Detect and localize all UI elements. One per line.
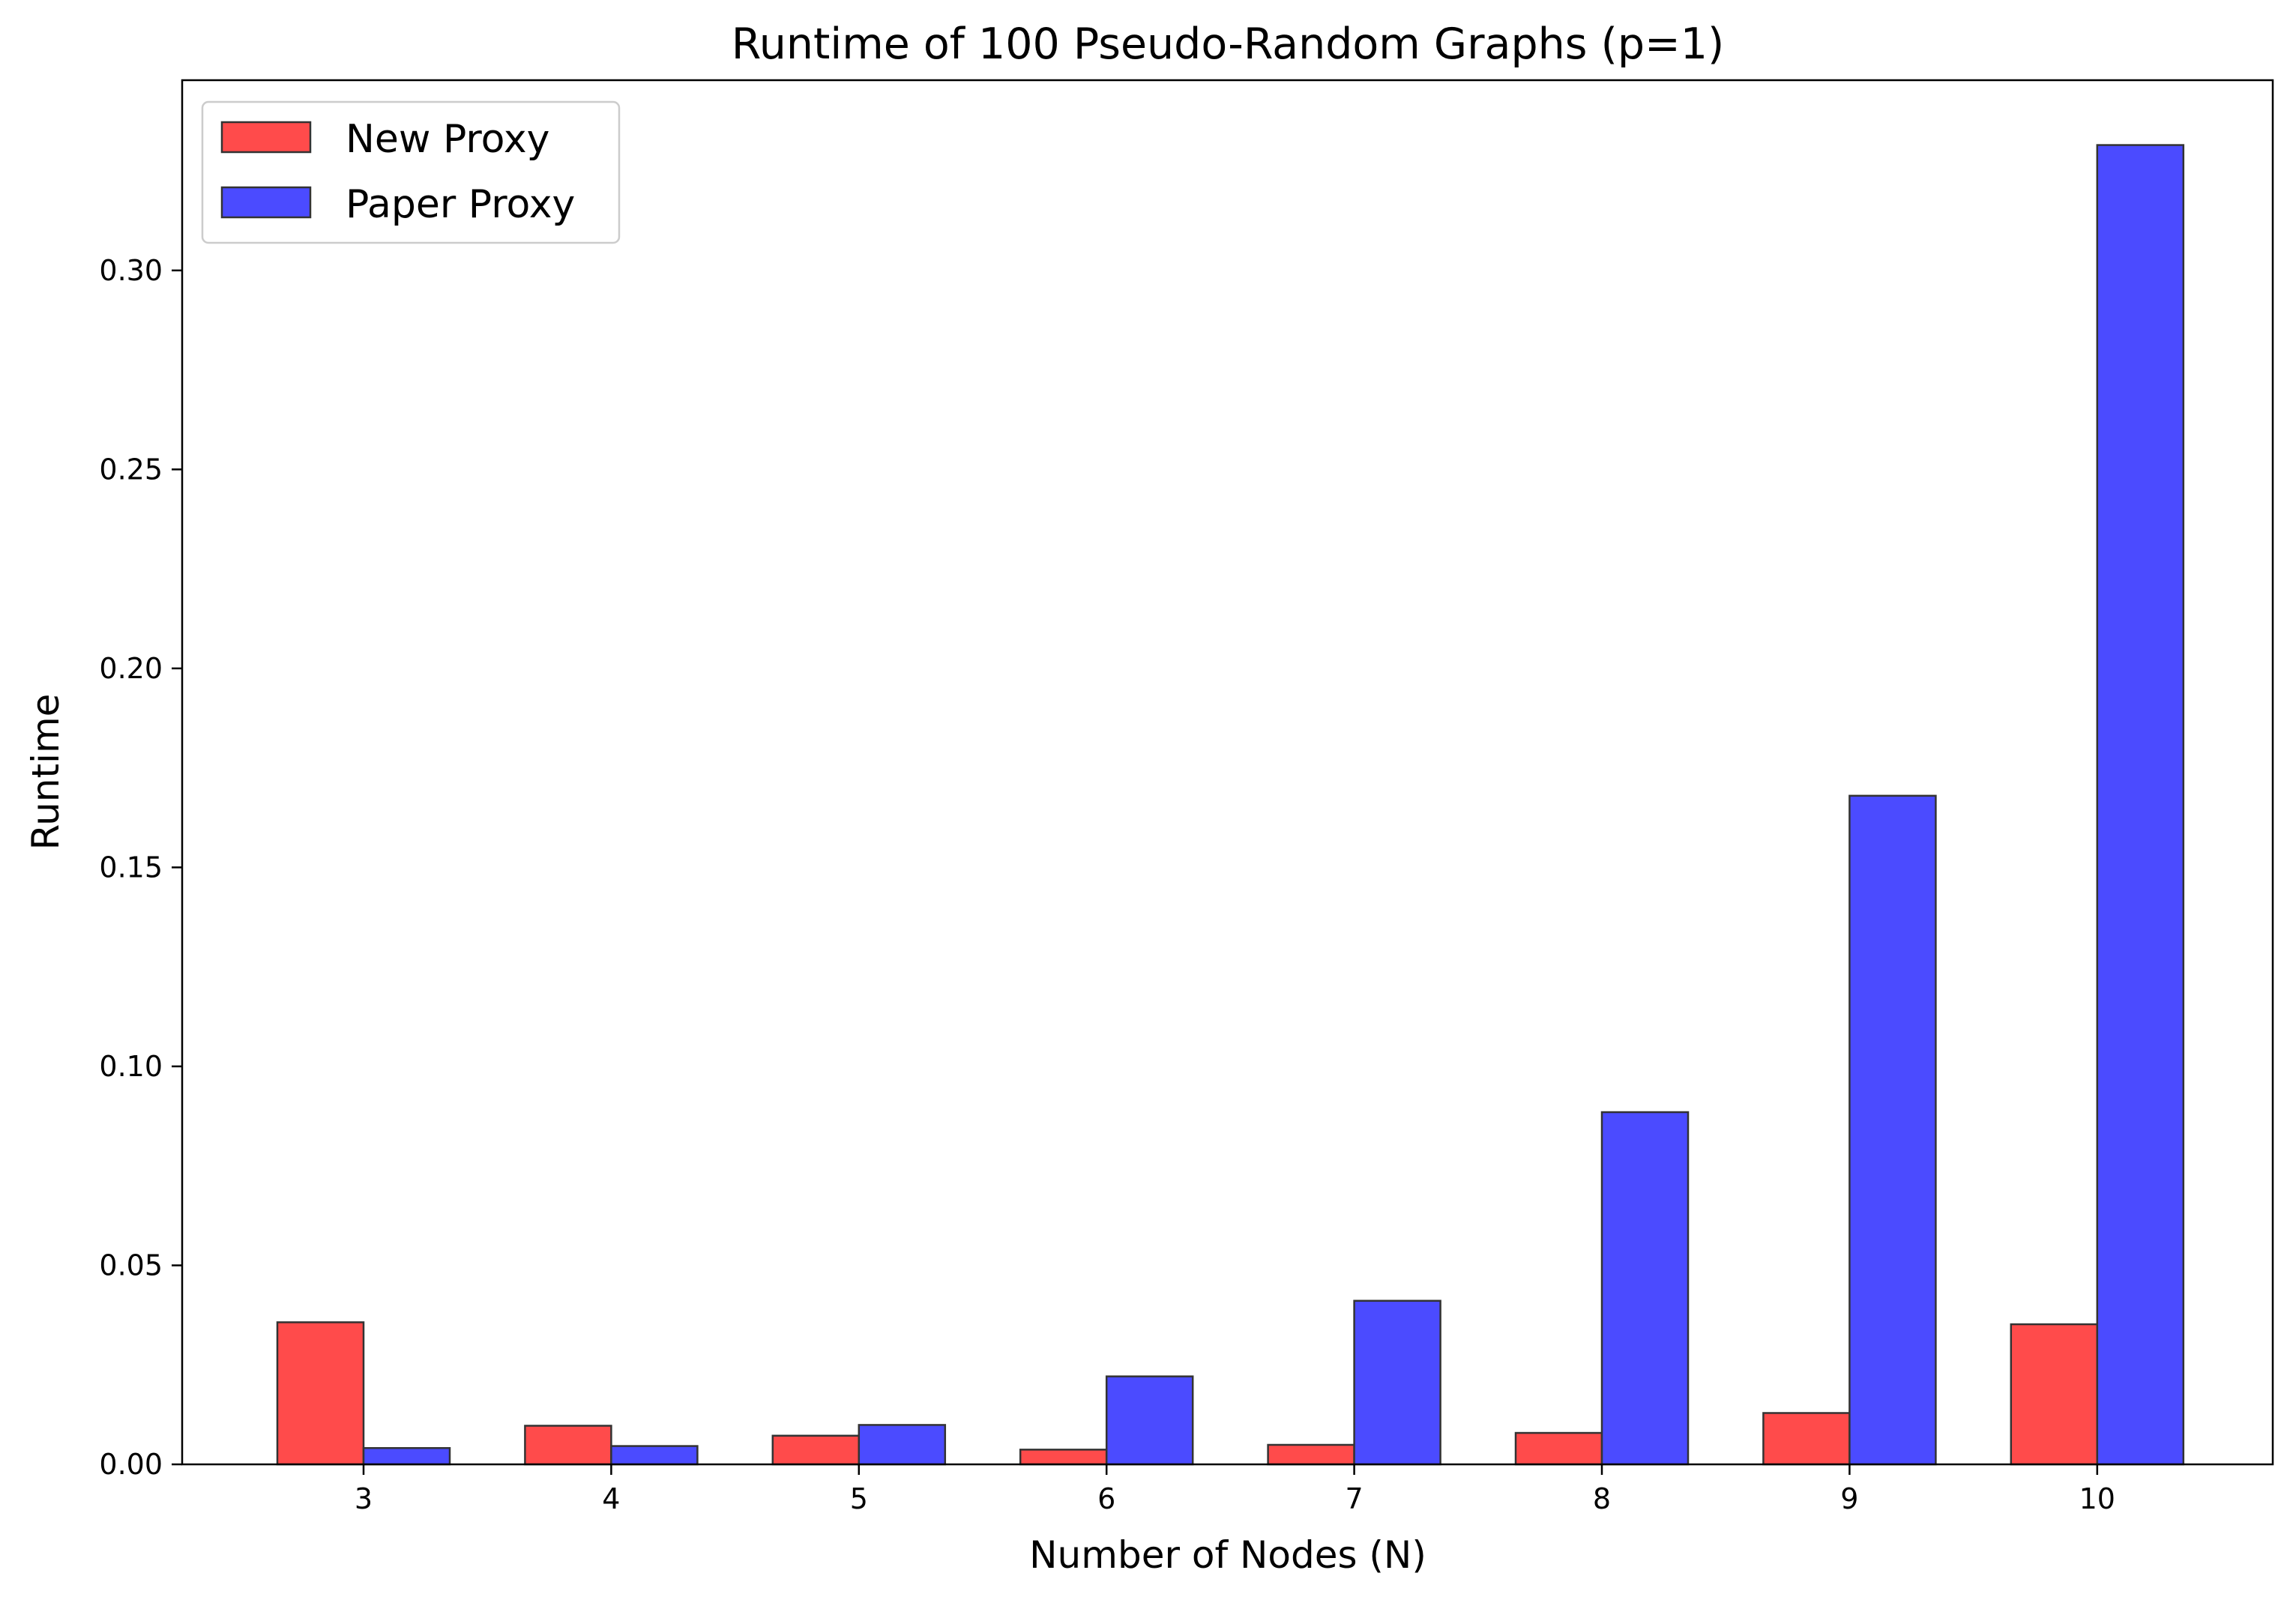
x-tick-label: 7 <box>1346 1482 1364 1515</box>
y-axis-title: Runtime <box>24 694 67 851</box>
bar-new-proxy-5 <box>771 1434 861 1466</box>
x-axis: 3 4 5 6 7 8 9 10 <box>355 1464 2115 1515</box>
y-tick-label: 0.25 <box>99 453 163 486</box>
bar-new-proxy-9 <box>1762 1412 1851 1466</box>
legend-label-paper-proxy: Paper Proxy <box>346 182 575 227</box>
bar-new-proxy-10 <box>2010 1323 2099 1466</box>
y-tick-label: 0.00 <box>99 1448 163 1481</box>
y-tick-label: 0.05 <box>99 1249 163 1281</box>
bar-paper-proxy-7 <box>1353 1299 1441 1466</box>
y-tick-label: 0.20 <box>99 652 163 685</box>
legend: New Proxy Paper Proxy <box>201 100 621 244</box>
x-tick-label: 8 <box>1593 1482 1611 1515</box>
bar-new-proxy-4 <box>524 1425 612 1466</box>
x-tick-label: 6 <box>1097 1482 1115 1515</box>
bar-new-proxy-3 <box>276 1321 365 1466</box>
y-tick-label: 0.30 <box>99 254 163 287</box>
legend-swatch-new-proxy <box>220 121 312 154</box>
x-tick-label: 5 <box>850 1482 868 1515</box>
bar-paper-proxy-8 <box>1600 1111 1690 1466</box>
x-axis-title: Number of Nodes (N) <box>1029 1533 1426 1577</box>
bar-paper-proxy-9 <box>1848 794 1937 1466</box>
x-tick-label: 9 <box>1840 1482 1858 1515</box>
y-tick-label: 0.15 <box>99 851 163 884</box>
bar-new-proxy-7 <box>1267 1443 1355 1466</box>
y-tick-label: 0.10 <box>99 1050 163 1083</box>
legend-label-new-proxy: New Proxy <box>346 117 549 162</box>
bar-paper-proxy-3 <box>362 1446 451 1466</box>
chart-title: Runtime of 100 Pseudo-Random Graphs (p=1… <box>732 19 1725 69</box>
x-tick-label: 10 <box>2079 1482 2115 1515</box>
bar-new-proxy-8 <box>1514 1431 1603 1466</box>
bars-layer <box>276 144 2185 1466</box>
x-tick-label: 3 <box>355 1482 373 1515</box>
x-tick-label: 4 <box>602 1482 620 1515</box>
bar-new-proxy-6 <box>1019 1449 1108 1466</box>
y-axis: 0.00 0.05 0.10 0.15 0.20 0.25 0.30 <box>99 254 182 1481</box>
bar-paper-proxy-5 <box>858 1424 947 1466</box>
bar-paper-proxy-10 <box>2096 144 2185 1466</box>
legend-swatch-paper-proxy <box>220 186 312 219</box>
plot-frame <box>181 79 2274 1466</box>
bar-paper-proxy-6 <box>1105 1375 1194 1466</box>
bar-paper-proxy-4 <box>610 1445 699 1466</box>
